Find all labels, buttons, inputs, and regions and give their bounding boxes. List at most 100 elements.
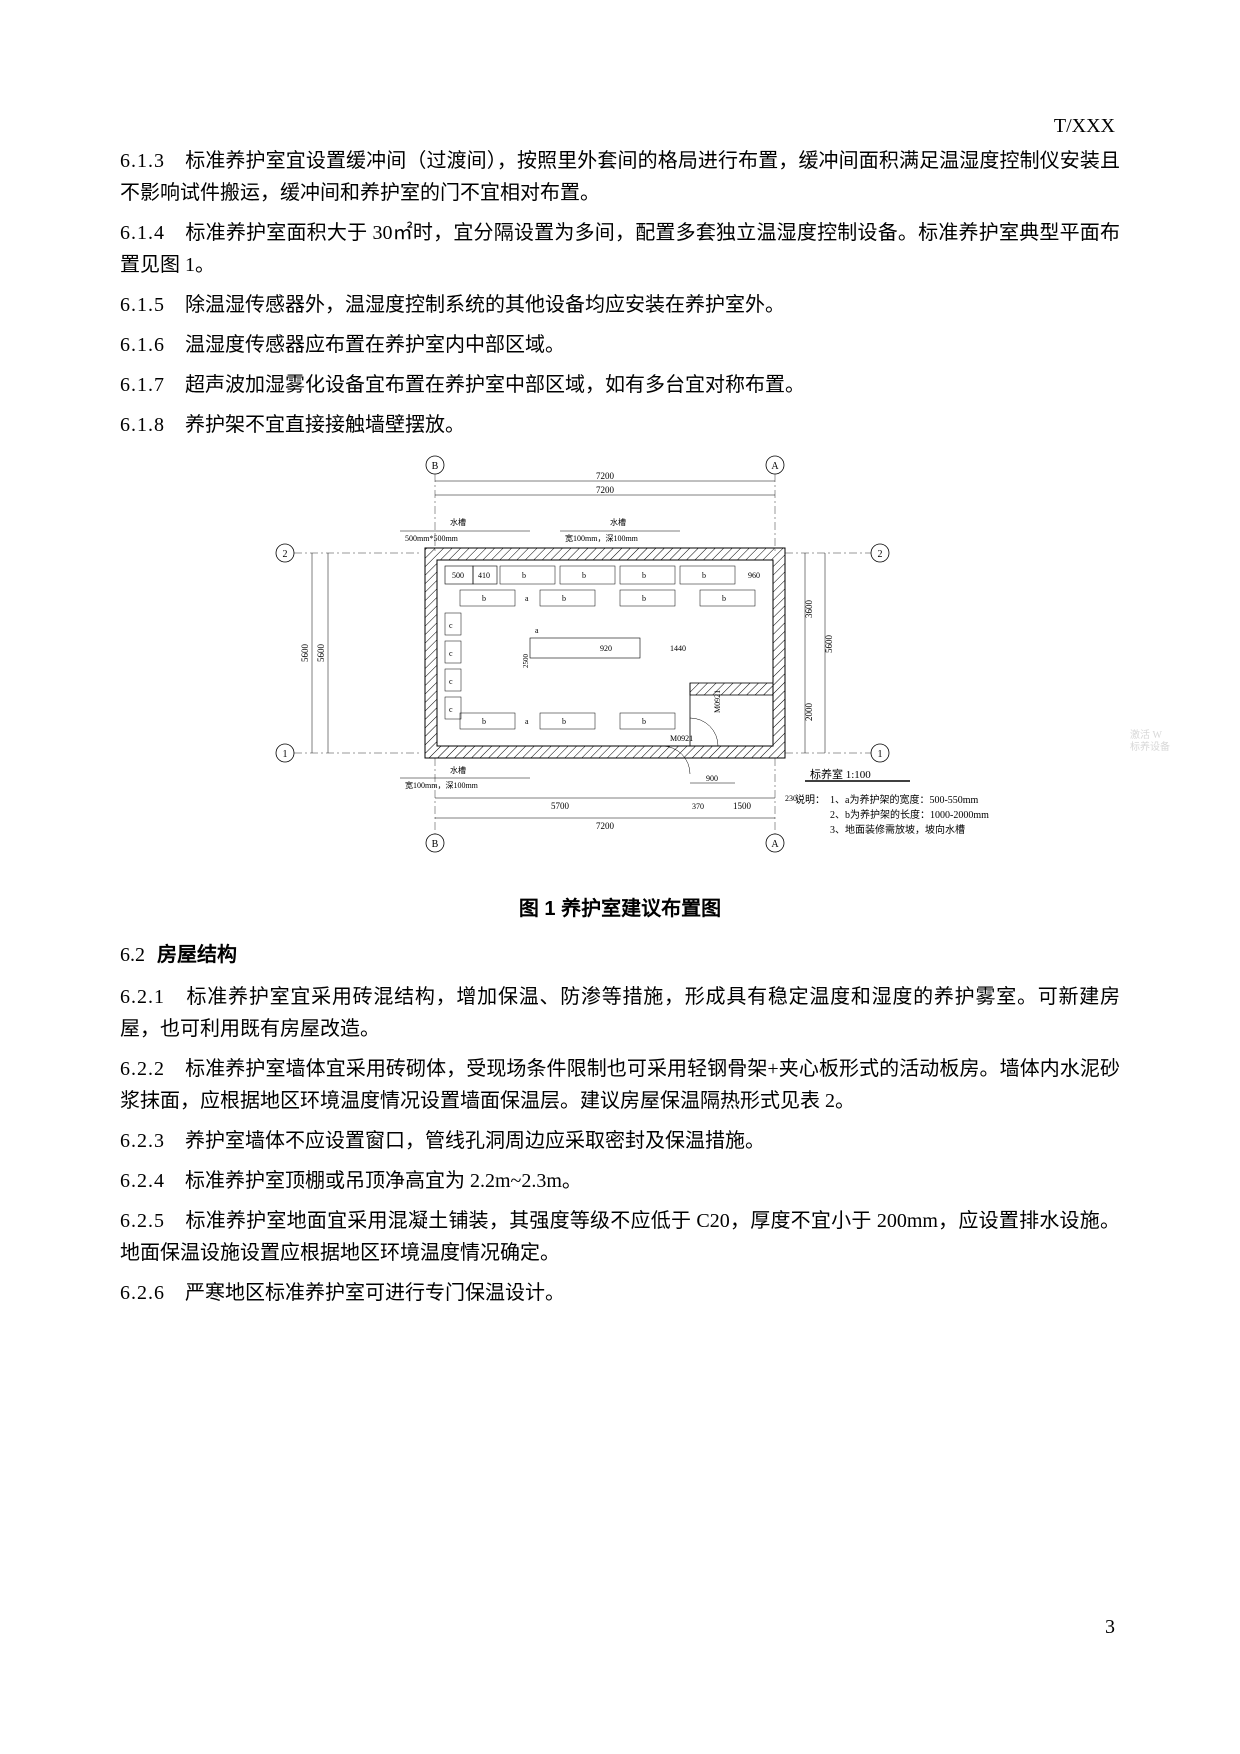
para-num: 6.1.3 [120, 150, 165, 172]
svg-text:b: b [562, 717, 566, 726]
svg-text:M0921: M0921 [713, 690, 722, 713]
svg-text:b: b [642, 571, 646, 580]
svg-text:水槽: 水槽 [450, 517, 466, 527]
svg-text:a: a [525, 594, 529, 603]
figure-caption: 图 1 养护室建议布置图 [120, 893, 1120, 925]
para-614: 6.1.4 标准养护室面积大于 30㎡时，宜分隔设置为多间，配置多套独立温湿度控… [120, 217, 1120, 281]
svg-text:a: a [525, 717, 529, 726]
para-num: 6.2.4 [120, 1170, 165, 1192]
para-text: 温湿度传感器应布置在养护室内中部区域。 [185, 334, 565, 356]
para-text: 严寒地区标准养护室可进行专门保温设计。 [185, 1282, 565, 1304]
svg-text:c: c [449, 621, 453, 630]
svg-text:说明：: 说明： [795, 793, 825, 806]
para-num: 6.1.8 [120, 414, 165, 436]
para-text: 标准养护室顶棚或吊顶净高宜为 2.2m~2.3m。 [185, 1170, 582, 1192]
svg-text:7200: 7200 [596, 821, 615, 831]
svg-text:B: B [432, 461, 439, 472]
para-613: 6.1.3 标准养护室宜设置缓冲间（过渡间），按照里外套间的格局进行布置，缓冲间… [120, 145, 1120, 209]
para-624: 6.2.4 标准养护室顶棚或吊顶净高宜为 2.2m~2.3m。 [120, 1165, 1120, 1197]
svg-text:410: 410 [478, 571, 490, 580]
watermark: 激活 W 标养设备 [1130, 730, 1170, 754]
para-615: 6.1.5 除温湿传感器外，温湿度控制系统的其他设备均应安装在养护室外。 [120, 289, 1120, 321]
svg-text:A: A [771, 839, 779, 850]
svg-text:500: 500 [452, 571, 464, 580]
para-num: 6.2.2 [120, 1058, 165, 1080]
svg-text:b: b [722, 594, 726, 603]
svg-text:5600: 5600 [824, 635, 834, 654]
svg-text:5700: 5700 [551, 801, 570, 811]
floor-plan-diagram: B A 7200 7200 水槽 500mm*500mm 水槽 宽100mm，深… [250, 453, 990, 863]
svg-text:3600: 3600 [804, 600, 814, 619]
svg-text:b: b [562, 594, 566, 603]
svg-text:A: A [771, 461, 779, 472]
svg-text:标养室 1:100: 标养室 1:100 [810, 767, 871, 781]
svg-text:960: 960 [748, 571, 760, 580]
svg-text:2: 2 [878, 549, 883, 560]
svg-text:3、地面装修需放坡，坡向水槽: 3、地面装修需放坡，坡向水槽 [830, 823, 965, 836]
svg-text:7200: 7200 [596, 485, 615, 495]
para-text: 养护架不宜直接接触墙壁摆放。 [185, 414, 465, 436]
svg-text:7200: 7200 [596, 471, 615, 481]
svg-text:b: b [482, 717, 486, 726]
para-623: 6.2.3 养护室墙体不应设置窗口，管线孔洞周边应采取密封及保温措施。 [120, 1125, 1120, 1157]
svg-text:宽100mm，深100mm: 宽100mm，深100mm [405, 780, 479, 790]
document-body: 6.1.3 标准养护室宜设置缓冲间（过渡间），按照里外套间的格局进行布置，缓冲间… [120, 145, 1120, 1309]
svg-text:水槽: 水槽 [450, 765, 466, 775]
svg-text:1440: 1440 [670, 644, 686, 653]
svg-text:900: 900 [706, 774, 718, 783]
svg-text:c: c [449, 649, 453, 658]
para-num: 6.2.5 [120, 1210, 165, 1232]
svg-text:500mm*500mm: 500mm*500mm [405, 534, 459, 543]
svg-text:c: c [449, 677, 453, 686]
para-text: 标准养护室宜采用砖混结构，增加保温、防渗等措施，形成具有稳定温度和湿度的养护雾室… [120, 986, 1120, 1040]
para-num: 6.1.4 [120, 222, 165, 244]
para-num: 6.2.3 [120, 1130, 165, 1152]
section-num: 6.2 [120, 944, 145, 966]
svg-text:M0921: M0921 [670, 734, 693, 743]
svg-text:1: 1 [878, 749, 883, 760]
watermark-line: 激活 W [1130, 730, 1162, 741]
para-text: 养护室墙体不应设置窗口，管线孔洞周边应采取密封及保温措施。 [185, 1130, 765, 1152]
para-622: 6.2.2 标准养护室墙体宜采用砖砌体，受现场条件限制也可采用轻钢骨架+夹心板形… [120, 1053, 1120, 1117]
svg-text:a: a [535, 626, 539, 635]
section-title-text: 房屋结构 [157, 944, 237, 966]
svg-text:5600: 5600 [300, 644, 310, 663]
figure-1: B A 7200 7200 水槽 500mm*500mm 水槽 宽100mm，深… [120, 453, 1120, 873]
svg-text:2: 2 [283, 549, 288, 560]
svg-text:b: b [642, 717, 646, 726]
para-text: 标准养护室面积大于 30㎡时，宜分隔设置为多间，配置多套独立温湿度控制设备。标准… [120, 222, 1120, 276]
para-625: 6.2.5 标准养护室地面宜采用混凝土铺装，其强度等级不应低于 C20，厚度不宜… [120, 1205, 1120, 1269]
svg-text:b: b [582, 571, 586, 580]
svg-text:水槽: 水槽 [610, 517, 626, 527]
svg-text:5600: 5600 [316, 644, 326, 663]
section-62-heading: 6.2 房屋结构 [120, 939, 1120, 971]
svg-text:2500: 2500 [522, 654, 530, 669]
svg-text:c: c [449, 705, 453, 714]
svg-text:370: 370 [692, 802, 704, 811]
svg-text:b: b [642, 594, 646, 603]
para-num: 6.1.7 [120, 374, 165, 396]
svg-text:b: b [482, 594, 486, 603]
svg-text:920: 920 [600, 644, 612, 653]
para-618: 6.1.8 养护架不宜直接接触墙壁摆放。 [120, 409, 1120, 441]
para-num: 6.2.1 [120, 986, 165, 1008]
header-doc-code: T/XXX [1054, 115, 1115, 138]
para-621: 6.2.1 标准养护室宜采用砖混结构，增加保温、防渗等措施，形成具有稳定温度和湿… [120, 981, 1120, 1045]
svg-text:1、a为养护架的宽度：500-550mm: 1、a为养护架的宽度：500-550mm [830, 793, 979, 806]
svg-text:b: b [702, 571, 706, 580]
svg-text:B: B [432, 839, 439, 850]
para-num: 6.2.6 [120, 1282, 165, 1304]
para-text: 标准养护室地面宜采用混凝土铺装，其强度等级不应低于 C20，厚度不宜小于 200… [120, 1210, 1120, 1264]
para-text: 标准养护室墙体宜采用砖砌体，受现场条件限制也可采用轻钢骨架+夹心板形式的活动板房… [120, 1058, 1120, 1112]
para-text: 超声波加湿雾化设备宜布置在养护室中部区域，如有多台宜对称布置。 [185, 374, 805, 396]
para-617: 6.1.7 超声波加湿雾化设备宜布置在养护室中部区域，如有多台宜对称布置。 [120, 369, 1120, 401]
page-number: 3 [1105, 1616, 1115, 1639]
para-616: 6.1.6 温湿度传感器应布置在养护室内中部区域。 [120, 329, 1120, 361]
watermark-line: 标养设备 [1130, 742, 1170, 753]
para-num: 6.1.5 [120, 294, 165, 316]
para-num: 6.1.6 [120, 334, 165, 356]
svg-text:1500: 1500 [733, 801, 752, 811]
svg-text:b: b [522, 571, 526, 580]
svg-text:1: 1 [283, 749, 288, 760]
svg-text:2000: 2000 [804, 703, 814, 722]
